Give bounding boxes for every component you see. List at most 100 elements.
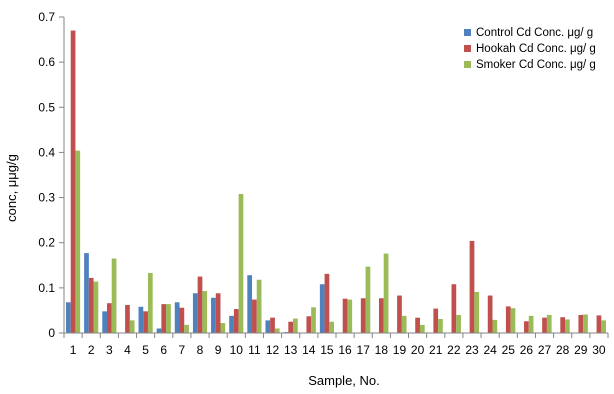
bar	[470, 241, 475, 333]
x-tick-label: 10	[230, 343, 244, 357]
bar	[89, 278, 94, 333]
bar	[288, 322, 293, 333]
x-ticks: 1 2 3 4 5 6 7 8 9 10 11 12 13 14 15 16 17 18 19 20 21 22 23 24 2…	[64, 333, 608, 357]
bar	[94, 282, 99, 333]
bar	[239, 194, 244, 333]
x-tick-label: 26	[520, 343, 534, 357]
bar	[506, 306, 511, 333]
y-tick-label: 0.1	[38, 281, 55, 295]
y-tick-label: 0.5	[38, 100, 55, 114]
bar	[130, 320, 135, 333]
bar	[175, 302, 180, 333]
bar	[107, 303, 112, 333]
bar	[474, 292, 479, 333]
bar	[343, 299, 348, 333]
bar	[139, 307, 144, 333]
bar	[75, 151, 80, 333]
bar	[583, 314, 588, 333]
bar	[578, 315, 583, 333]
x-tick-label: 20	[411, 343, 425, 357]
x-tick-label: 17	[357, 343, 371, 357]
bar	[306, 316, 311, 333]
x-tick-label: 25	[502, 343, 516, 357]
bar	[329, 322, 334, 333]
y-tick-label: 0	[48, 326, 55, 340]
bar	[488, 296, 493, 333]
bar	[265, 320, 270, 333]
legend-label: Hookah Cd Conc. μg/ g	[476, 43, 596, 55]
bar	[452, 284, 457, 333]
bar	[420, 325, 425, 333]
legend-label: Control Cd Conc. μg/ g	[476, 27, 593, 39]
bar	[270, 318, 275, 333]
bar	[433, 309, 438, 333]
bar	[311, 307, 316, 333]
y-tick-label: 0.2	[38, 236, 55, 250]
x-tick-label: 2	[88, 343, 95, 357]
x-tick-label: 3	[106, 343, 113, 357]
legend-swatch	[464, 29, 471, 36]
bar	[542, 318, 547, 333]
bar	[438, 319, 443, 333]
bar	[492, 320, 497, 333]
y-ticks: 0 0.1 0.2 0.3 0.4 0.5 0.6 0.7	[38, 10, 64, 340]
legend-swatch	[464, 45, 471, 52]
bar	[361, 298, 366, 333]
bar	[66, 302, 71, 333]
bar	[220, 323, 225, 333]
y-tick-label: 0.3	[38, 191, 55, 205]
bar	[184, 325, 189, 333]
bar	[601, 320, 606, 333]
bar	[193, 293, 198, 333]
bar	[402, 316, 407, 333]
bar	[379, 298, 384, 333]
bar	[202, 291, 207, 333]
bar	[234, 309, 239, 333]
legend: Control Cd Conc. μg/ g Hookah Cd Conc. μg…	[464, 27, 596, 71]
y-tick-label: 0.4	[38, 145, 55, 159]
bar	[216, 293, 221, 333]
legend-swatch	[464, 61, 471, 68]
bar	[524, 321, 529, 333]
bar	[293, 319, 298, 333]
x-tick-label: 23	[465, 343, 479, 357]
bar	[211, 298, 216, 333]
bar	[180, 308, 185, 333]
bar	[275, 328, 280, 333]
y-tick-label: 0.7	[38, 10, 55, 24]
bar	[198, 277, 203, 333]
x-tick-label: 6	[160, 343, 167, 357]
bar	[511, 308, 516, 333]
bars-layer	[66, 31, 606, 333]
legend-label: Smoker Cd Conc. μg/ g	[476, 59, 596, 71]
bar	[347, 300, 352, 333]
bar	[320, 284, 325, 333]
bar	[456, 315, 461, 333]
x-tick-label: 12	[266, 343, 280, 357]
bar	[384, 254, 389, 333]
bar	[148, 273, 153, 333]
x-tick-label: 30	[592, 343, 606, 357]
bar	[102, 311, 107, 333]
bar	[143, 311, 148, 333]
x-tick-label: 28	[556, 343, 570, 357]
bar	[112, 259, 117, 333]
bar	[161, 304, 166, 333]
bar	[157, 328, 162, 333]
x-tick-label: 5	[142, 343, 149, 357]
bar	[397, 296, 402, 333]
x-tick-label: 24	[483, 343, 497, 357]
bar	[366, 267, 371, 333]
x-tick-label: 16	[338, 343, 352, 357]
x-axis-title: Sample, No.	[308, 373, 380, 388]
bar	[125, 305, 130, 333]
bar	[71, 31, 76, 333]
x-tick-label: 11	[248, 343, 261, 357]
x-tick-label: 14	[302, 343, 316, 357]
y-tick-label: 0.6	[38, 55, 55, 69]
bar	[597, 315, 602, 333]
bar	[252, 300, 257, 333]
bar	[565, 319, 570, 333]
